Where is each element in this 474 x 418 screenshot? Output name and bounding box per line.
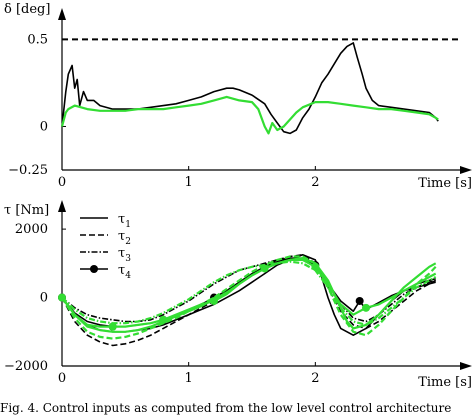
legend-subscript: 3	[125, 254, 131, 264]
legend-symbol: τ	[118, 212, 125, 227]
y-tick-label: 0	[40, 119, 48, 134]
series-marker	[108, 322, 117, 331]
series-layer	[60, 38, 458, 135]
y-tick-label: −0.25	[8, 163, 48, 178]
legend-symbol: τ	[118, 229, 125, 244]
green-series-line	[61, 260, 437, 326]
series-marker	[311, 262, 320, 271]
legend-label: τ4	[118, 263, 131, 281]
y-axis-arrow	[58, 200, 66, 212]
legend-marker	[90, 265, 98, 273]
tick-layer: 0 1 2 2000 0 −2000	[4, 222, 319, 386]
series-marker	[355, 296, 364, 305]
x-axis-arrow	[460, 166, 472, 174]
steering-angle-plot: δ [deg] Time [s] 0 1 2 0.5 0 −0.25	[4, 2, 472, 191]
legend-label: τ2	[118, 229, 131, 247]
tick-layer: 0 1 2 0.5 0 −0.25	[8, 32, 319, 190]
x-tick-label: 2	[311, 175, 319, 190]
series-marker	[159, 315, 168, 324]
y-tick-label: 0.5	[27, 32, 48, 47]
figure-caption: Fig. 4. Control inputs as computed from …	[0, 401, 452, 415]
green-series-line	[61, 258, 437, 328]
legend-subscript: 2	[125, 237, 131, 247]
y-axis-label: τ [Nm]	[4, 203, 49, 218]
green-series-line	[61, 255, 437, 340]
legend-label: τ1	[118, 212, 131, 230]
y-tick-label: −2000	[4, 359, 48, 374]
x-axis-label: Time [s]	[418, 375, 472, 390]
y-tick-label: 2000	[15, 222, 48, 237]
x-tick-label: 2	[311, 371, 319, 386]
series-layer	[58, 254, 437, 347]
x-axis-arrow	[460, 362, 472, 370]
x-tick-label: 1	[185, 175, 193, 190]
x-tick-label: 0	[58, 175, 66, 190]
legend-subscript: 1	[125, 220, 131, 230]
x-tick-label: 1	[185, 371, 193, 386]
legend-symbol: τ	[118, 246, 125, 261]
y-axis-label: δ [deg]	[4, 2, 50, 17]
legend-subscript: 4	[125, 271, 131, 281]
series-marker	[58, 293, 66, 302]
series-marker	[260, 264, 269, 273]
x-axis-label: Time [s]	[418, 176, 472, 191]
black-series-line	[61, 42, 439, 135]
green-series-line	[60, 95, 439, 135]
legend-symbol: τ	[118, 263, 125, 278]
x-tick-label: 0	[58, 371, 66, 386]
y-tick-label: 0	[40, 291, 48, 306]
legend-label: τ3	[118, 246, 131, 264]
series-marker	[362, 303, 370, 312]
y-axis-arrow	[58, 8, 66, 20]
series-marker	[210, 296, 218, 305]
